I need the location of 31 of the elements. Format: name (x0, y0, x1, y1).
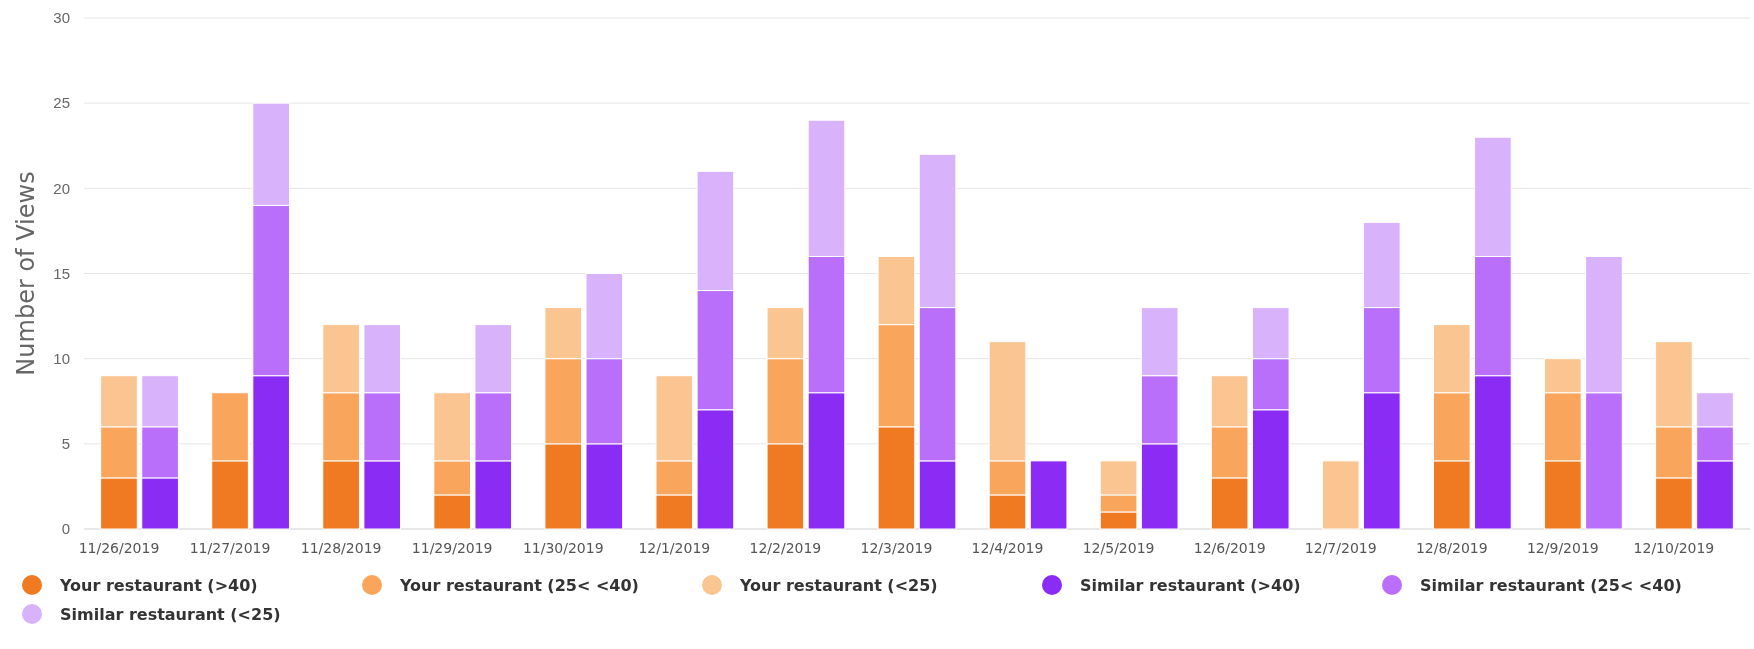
x-tick-label: 12/8/2019 (1415, 540, 1488, 556)
bar (1029, 460, 1068, 530)
y-axis-title: Number of Views (12, 171, 40, 376)
x-tick-label: 12/6/2019 (1193, 540, 1266, 556)
x-tick-label: 11/27/2019 (189, 540, 271, 556)
bar (1321, 460, 1360, 530)
x-tick-label: 12/4/2019 (971, 540, 1044, 556)
x-tick-label: 12/2/2019 (749, 540, 822, 556)
legend-label: Your restaurant (<25) (739, 576, 938, 595)
y-tick-label: 20 (53, 179, 70, 197)
legend-label: Your restaurant (>40) (59, 576, 258, 595)
x-tick-label: 12/7/2019 (1304, 540, 1377, 556)
legend-label: Similar restaurant (>40) (1080, 576, 1301, 595)
y-tick-label: 30 (53, 9, 70, 27)
x-tick-label: 11/30/2019 (522, 540, 604, 556)
x-tick-label: 11/26/2019 (78, 540, 160, 556)
y-tick-label: 0 (61, 520, 70, 538)
legend-label: Your restaurant (25< <40) (399, 576, 639, 595)
legend-label: Similar restaurant (<25) (60, 605, 281, 624)
legend-label: Similar restaurant (25< <40) (1420, 576, 1682, 595)
x-tick-label: 11/29/2019 (411, 540, 493, 556)
x-tick-label: 12/1/2019 (638, 540, 711, 556)
x-tick-label: 12/5/2019 (1082, 540, 1155, 556)
y-tick-label: 15 (53, 264, 70, 282)
x-tick-label: 12/10/2019 (1633, 540, 1715, 556)
x-tick-label: 12/9/2019 (1526, 540, 1599, 556)
y-tick-label: 10 (53, 349, 70, 367)
x-tick-label: 12/3/2019 (860, 540, 933, 556)
y-tick-label: 5 (61, 435, 70, 453)
y-tick-label: 25 (53, 94, 70, 112)
x-tick-label: 11/28/2019 (300, 540, 382, 556)
